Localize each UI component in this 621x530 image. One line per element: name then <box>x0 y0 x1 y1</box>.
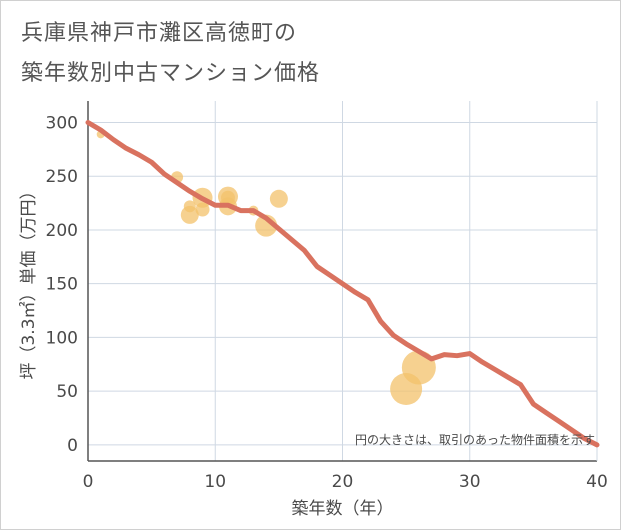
y-tick-label: 0 <box>67 436 78 456</box>
trend-line <box>85 119 600 448</box>
data-bubble <box>195 202 210 217</box>
chart-title-line-2: 築年数別中古マンション価格 <box>21 61 321 86</box>
y-tick-label: 300 <box>46 113 78 133</box>
bubble-series <box>96 130 436 405</box>
x-tick-label: 20 <box>332 472 354 492</box>
y-tick-label: 250 <box>46 167 78 187</box>
y-tick-label: 150 <box>46 275 78 295</box>
chart-title-line-1: 兵庫県神戸市灘区高徳町の <box>21 21 298 46</box>
y-tick-label: 100 <box>46 328 78 348</box>
x-axis-title: 築年数（年） <box>292 499 394 519</box>
axes <box>87 101 598 462</box>
tick-labels: 0 10 20 30 40 0 50 100 150 200 250 300 <box>46 113 608 492</box>
y-tick-label: 200 <box>46 221 78 241</box>
y-axis-title: 坪（3.3㎡）単価（万円） <box>19 182 39 379</box>
x-tick-label: 40 <box>586 472 608 492</box>
trend-line-series <box>85 119 600 448</box>
data-bubble <box>269 189 288 208</box>
x-tick-label: 0 <box>83 472 94 492</box>
data-bubble <box>180 205 199 224</box>
size-legend-note: 円の大きさは、取引のあった物件面積を示す <box>355 432 595 447</box>
x-tick-label: 10 <box>204 472 226 492</box>
x-tick-label: 30 <box>459 472 481 492</box>
y-tick-label: 50 <box>56 382 78 402</box>
